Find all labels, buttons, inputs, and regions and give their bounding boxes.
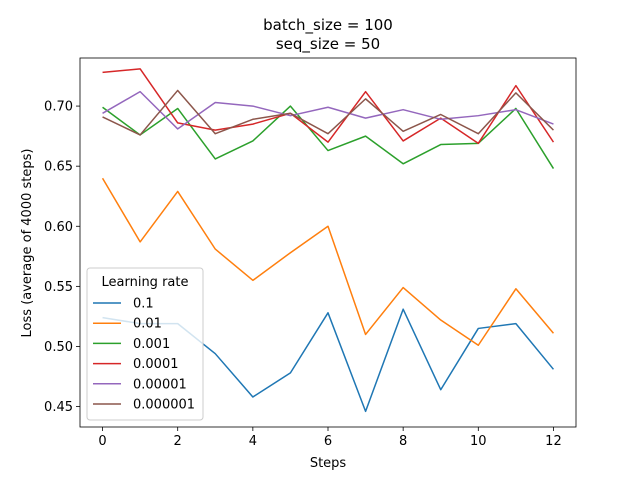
y-tick-label: 0.70	[44, 100, 73, 115]
legend-label-3: 0.0001	[133, 357, 179, 372]
series-line-1	[101, 177, 555, 347]
legend-label-0: 0.1	[133, 297, 154, 312]
chart-title-line-2: seq_size = 50	[276, 35, 380, 54]
y-tick-label: 0.65	[44, 160, 73, 175]
legend-box	[86, 267, 204, 421]
series-line-5	[102, 89, 554, 136]
x-tick-label: 2	[174, 434, 182, 449]
x-tick-label: 8	[399, 434, 407, 449]
y-tick-label: 0.45	[44, 400, 73, 415]
series-line-4	[102, 90, 554, 130]
x-tick-label: 10	[470, 434, 487, 449]
x-tick-label: 6	[324, 434, 332, 449]
y-tick-label: 0.55	[44, 280, 73, 295]
y-tick-label: 0.60	[44, 220, 73, 235]
x-tick-label: 4	[249, 434, 257, 449]
legend-title: Learning rate	[102, 275, 189, 290]
x-tick-label: 12	[545, 434, 562, 449]
y-tick-label: 0.50	[44, 340, 73, 355]
y-axis-label: Loss (average of 4000 steps)	[20, 149, 35, 338]
x-axis-label: Steps	[310, 456, 347, 471]
plot-area: 0 2 4 6 8 10 12 0.45 0.50 0.55 0.60 0.65 0.70 Learnin…	[44, 57, 577, 449]
x-tick-label: 0	[98, 434, 106, 449]
legend-label-1: 0.01	[133, 317, 162, 332]
legend-label-2: 0.001	[133, 337, 170, 352]
series-line-3	[102, 68, 555, 145]
chart-title-line-1: batch_size = 100	[263, 16, 393, 35]
legend-label-5: 0.000001	[133, 398, 195, 413]
legend-label-4: 0.00001	[133, 377, 187, 392]
